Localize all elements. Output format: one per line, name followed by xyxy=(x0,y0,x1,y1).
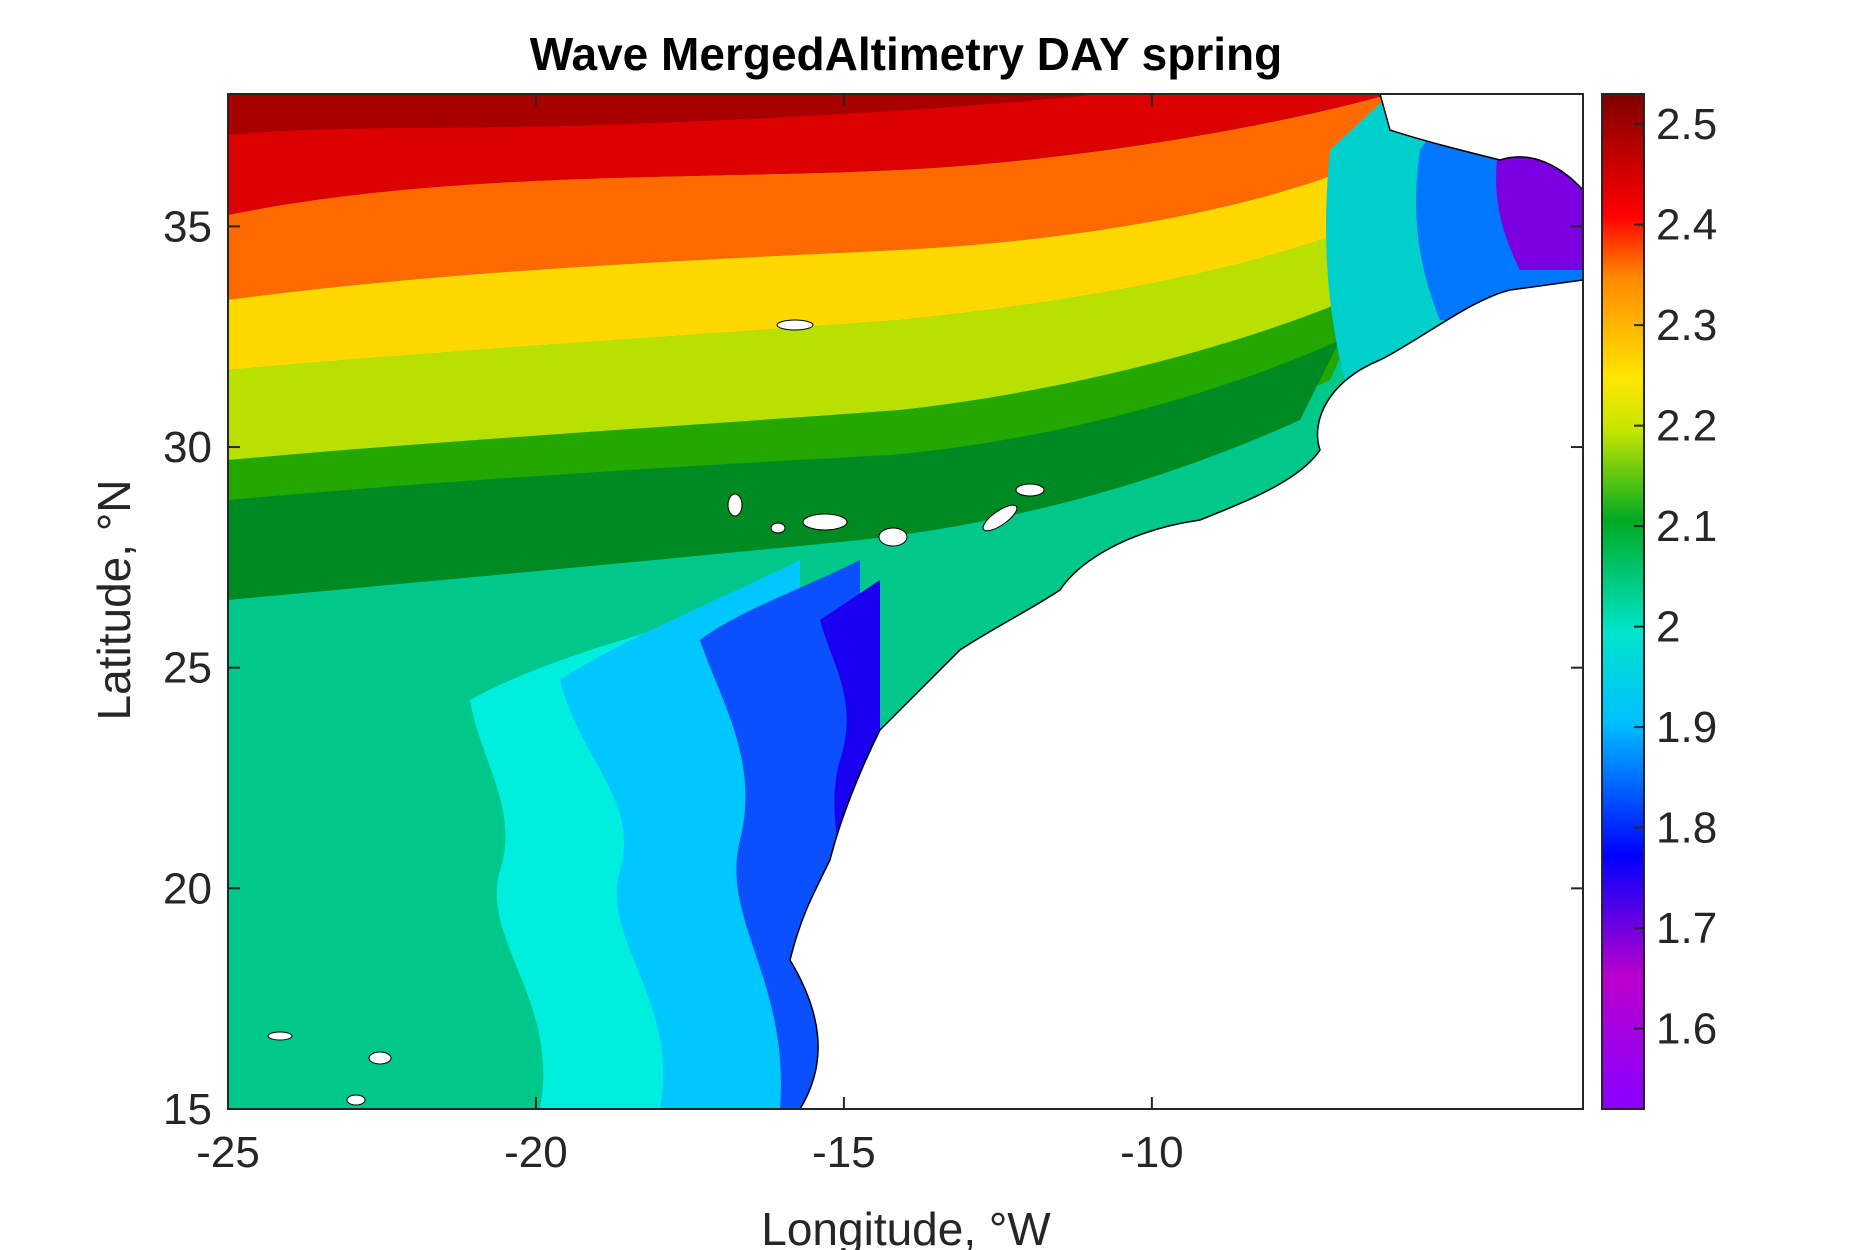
colorbar-tick-label: 2.1 xyxy=(1656,502,1717,551)
island-lanzarote xyxy=(1015,483,1045,497)
island-gran-canaria xyxy=(878,527,908,547)
band-darkred xyxy=(228,94,1100,135)
island-la-palma xyxy=(727,493,743,517)
colorbar-tick-label: 1.8 xyxy=(1656,804,1717,853)
x-axis-ticks: -25 -20 -15 -10 xyxy=(196,94,1184,1177)
y-tick-label: 35 xyxy=(163,202,212,251)
band-darkgreen xyxy=(228,340,1340,600)
colorbar-tick-label: 2.4 xyxy=(1656,201,1717,250)
colorbar-ticks: 1.6 1.7 1.8 1.9 2 2.1 2.2 2.3 2.4 2.5 xyxy=(1634,100,1717,1054)
island-gomera xyxy=(770,522,786,534)
land-africa xyxy=(789,279,1583,1109)
y-axis-ticks: 15 20 25 30 35 xyxy=(163,202,1583,1134)
band-orange xyxy=(228,94,1390,300)
colorbar-tick-label: 1.7 xyxy=(1656,904,1717,953)
island-cape-verde-3 xyxy=(346,1094,366,1106)
island-tenerife xyxy=(802,513,848,531)
colorbar-tick-label: 2.3 xyxy=(1656,301,1717,350)
band-yellowgreen xyxy=(228,210,1390,460)
land-iberia xyxy=(1379,94,1583,192)
colorbar: 1.6 1.7 1.8 1.9 2 2.1 2.2 2.3 2.4 2.5 xyxy=(1601,93,1717,1110)
y-tick-label: 15 xyxy=(163,1085,212,1134)
map-plot-area xyxy=(228,94,1583,1109)
island-fuerteventura xyxy=(982,504,1018,532)
colorbar-gradient xyxy=(1601,93,1645,1110)
y-axis-label: Latitude, °N xyxy=(88,480,140,721)
island-cape-verde-2 xyxy=(267,1031,293,1041)
chart-title: Wave MergedAltimetry DAY spring xyxy=(530,28,1282,80)
x-axis-label: Longitude, °W xyxy=(761,1203,1051,1250)
y-tick-label: 30 xyxy=(163,423,212,472)
colorbar-tick-label: 1.9 xyxy=(1656,703,1717,752)
colorbar-tick-label: 2.5 xyxy=(1656,100,1717,149)
band-yellow xyxy=(228,150,1390,370)
plot-frame xyxy=(227,93,1584,1110)
y-tick-label: 25 xyxy=(163,644,212,693)
x-tick-label: -15 xyxy=(812,1128,876,1177)
x-tick-label: -20 xyxy=(504,1128,568,1177)
colorbar-tick-label: 2 xyxy=(1656,603,1680,652)
x-tick-label: -25 xyxy=(196,1128,260,1177)
colorbar-tick-label: 2.2 xyxy=(1656,402,1717,451)
colorbar-tick-label: 1.6 xyxy=(1656,1005,1717,1054)
island-madeira xyxy=(776,319,814,331)
island-cape-verde-1 xyxy=(368,1051,392,1065)
y-tick-label: 20 xyxy=(163,864,212,913)
x-tick-label: -10 xyxy=(1120,1128,1184,1177)
